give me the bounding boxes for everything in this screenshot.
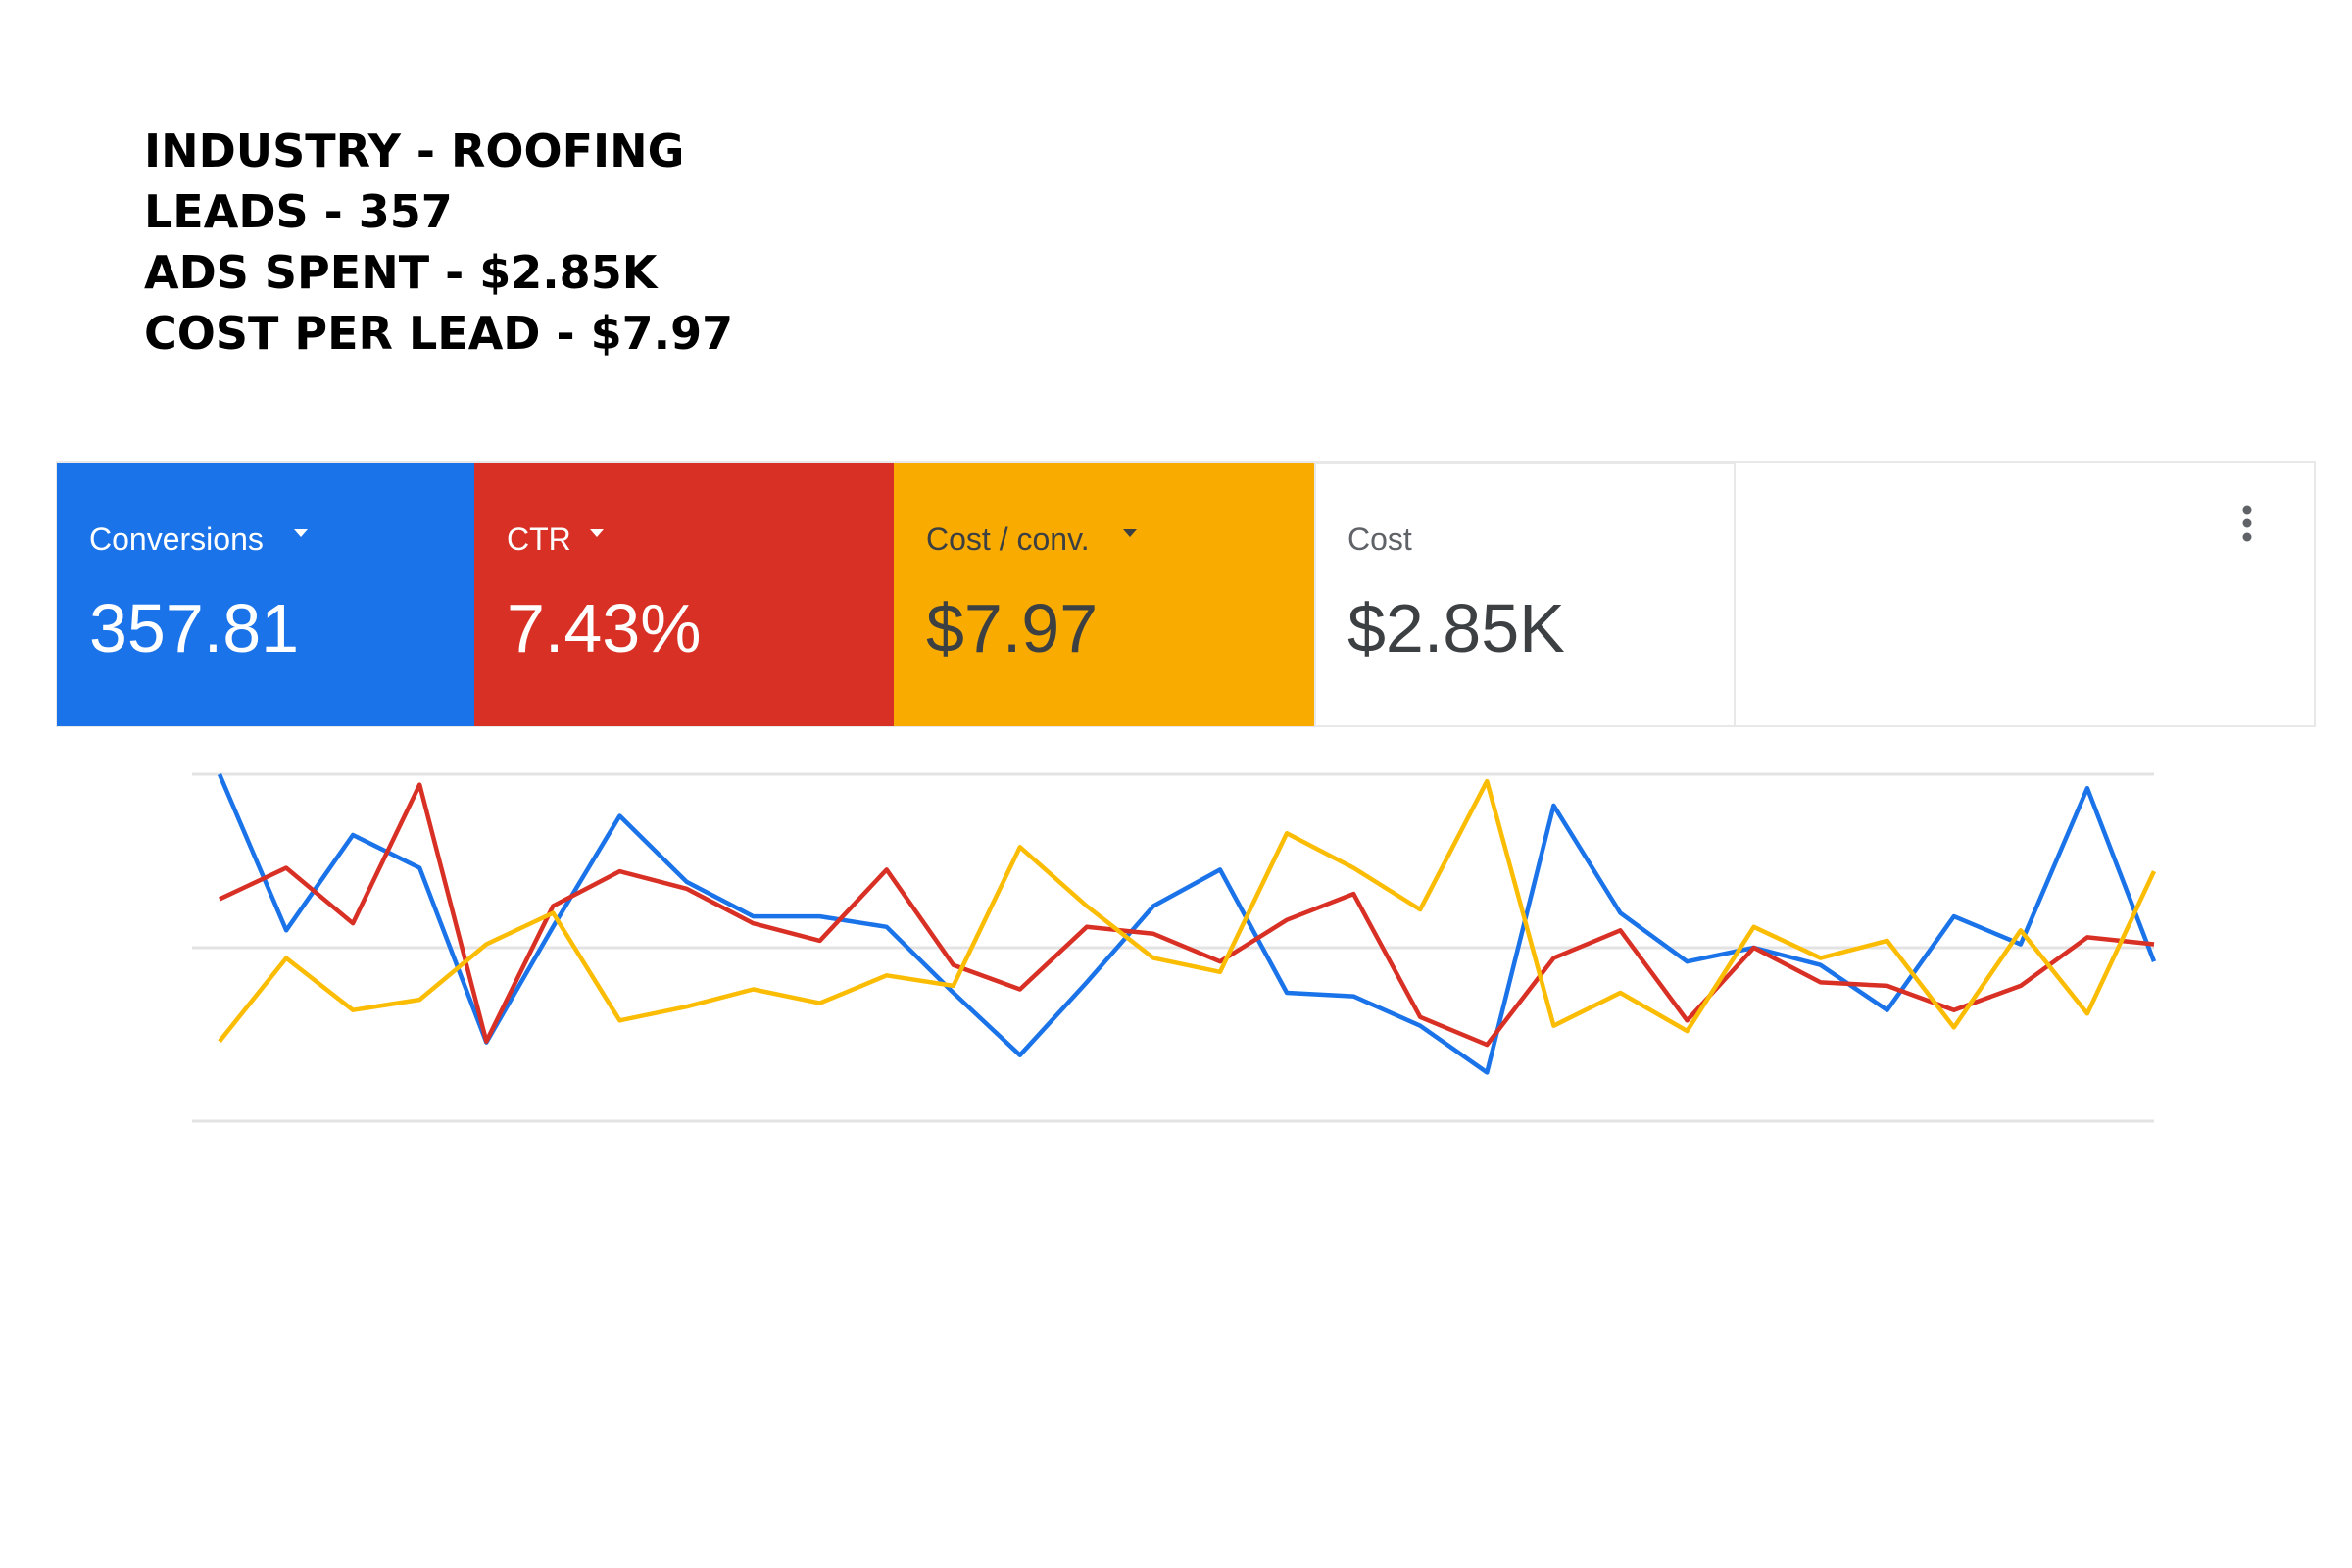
dropdown-arrow[interactable]: [590, 529, 604, 537]
more-menu[interactable]: [2242, 505, 2252, 542]
header-line: COST PER LEAD - $7.97: [144, 307, 733, 360]
header-line: INDUSTRY - ROOFING: [144, 124, 684, 177]
metric-value: $2.85K: [1348, 590, 1565, 666]
metric-card: [474, 463, 894, 726]
metric-label: CTR: [507, 521, 571, 557]
metric-label: Cost: [1348, 521, 1412, 557]
header: INDUSTRY - ROOFING LEADS - 357 ADS SPENT -…: [144, 124, 733, 360]
metric-card: [57, 463, 474, 726]
series-line: [217, 773, 2157, 1075]
metric-value: 7.43%: [507, 590, 701, 666]
series-line: [218, 778, 2157, 1044]
menu-dot: [2242, 505, 2252, 514]
dropdown-arrow[interactable]: [294, 529, 308, 537]
menu-dot: [2242, 532, 2252, 542]
series-line: [219, 782, 2155, 1048]
metric-label: Cost / conv.: [926, 521, 1090, 557]
header-line: ADS SPENT - $2.85K: [144, 246, 660, 299]
metric-card: [894, 463, 1315, 726]
header-line: LEADS - 357: [144, 185, 453, 238]
menu-dot: [2242, 518, 2252, 528]
metric-value: 357.81: [89, 590, 299, 666]
dropdown-arrow[interactable]: [1123, 529, 1137, 537]
metric-cards: Conversions 357.81 CTR 7.43% Cost / conv. $7.…: [57, 462, 1736, 727]
metric-value: $7.97: [926, 590, 1098, 666]
metric-card: [1314, 462, 1736, 727]
metric-label: Conversions: [89, 521, 264, 557]
chart: [192, 772, 2157, 1123]
